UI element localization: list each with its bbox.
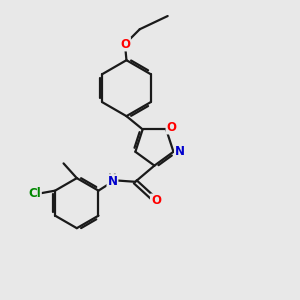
Text: N: N: [107, 175, 118, 188]
Text: H: H: [108, 173, 117, 183]
Text: O: O: [151, 194, 161, 207]
Text: N: N: [175, 145, 185, 158]
Text: O: O: [120, 38, 130, 50]
Text: O: O: [167, 121, 176, 134]
Text: Cl: Cl: [28, 187, 41, 200]
